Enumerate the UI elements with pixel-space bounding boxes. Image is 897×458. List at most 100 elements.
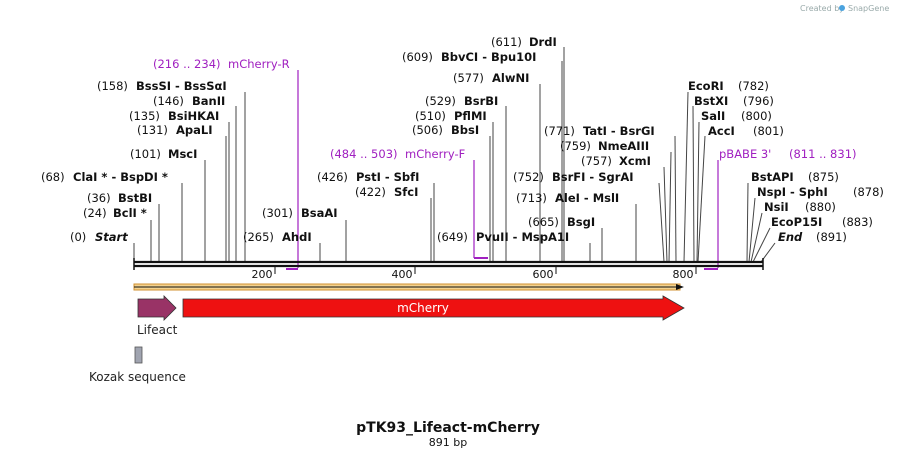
site-name-banii[interactable]: BanII xyxy=(192,94,225,108)
site-name-bbvci-bpu10i[interactable]: BbvCI - Bpu10I xyxy=(441,50,536,64)
site-name-bsaai[interactable]: BsaAI xyxy=(301,206,338,220)
site-name-alei-msli[interactable]: AleI - MslI xyxy=(555,191,619,205)
site-name-drdi[interactable]: DrdI xyxy=(529,35,557,49)
feature-lifeact-arrow[interactable] xyxy=(137,295,177,321)
primer-name-mcherry-f[interactable]: mCherry-F xyxy=(405,147,465,161)
site-pos-clai-bspdi: (68) xyxy=(41,170,65,184)
ruler-ticks xyxy=(274,266,697,274)
feature-mcherry-label: mCherry xyxy=(397,301,449,315)
snapgene-logo-icon xyxy=(839,5,845,11)
site-pos-bsrbi: (529) xyxy=(425,94,456,108)
site-name-nspi-sphi[interactable]: NspI - SphI xyxy=(757,185,828,199)
site-name-end[interactable]: End xyxy=(778,230,803,244)
site-pos-nspi-sphi: (878) xyxy=(853,185,884,199)
site-pos-ecori: (782) xyxy=(738,79,769,93)
leader-sali xyxy=(696,121,700,263)
site-name-alwni[interactable]: AlwNI xyxy=(492,71,529,85)
leader-nmeaiii xyxy=(668,151,672,263)
site-name-msci[interactable]: MscI xyxy=(168,147,197,161)
site-pos-bbsi: (506) xyxy=(412,123,443,137)
site-name-pflmi[interactable]: PflMI xyxy=(454,109,487,123)
ruler-label-400: 400 xyxy=(392,268,413,281)
site-name-apali[interactable]: ApaLI xyxy=(176,123,213,137)
site-pos-nsii: (880) xyxy=(805,200,836,214)
primer-name-pbabe-3[interactable]: pBABE 3' xyxy=(719,147,771,161)
credit-prefix: Created by xyxy=(800,4,844,13)
site-name-ahdi[interactable]: AhdI xyxy=(282,230,312,244)
site-pos-alei-msli: (713) xyxy=(516,191,547,205)
ruler-label-200: 200 xyxy=(252,268,273,281)
site-pos-ahdi: (265) xyxy=(243,230,274,244)
leader-bstxi xyxy=(692,105,695,263)
site-name-sali[interactable]: SalI xyxy=(701,109,725,123)
site-pos-bstxi: (796) xyxy=(743,94,774,108)
site-pos-msci: (101) xyxy=(130,147,161,161)
site-pos-ecop15i: (883) xyxy=(842,215,873,229)
site-pos-end: (891) xyxy=(816,230,847,244)
site-pos-bcli: (24) xyxy=(83,206,107,220)
site-name-bstbi[interactable]: BstBI xyxy=(118,191,152,205)
leader-nsii xyxy=(750,212,763,263)
leader-acci xyxy=(697,135,706,263)
site-name-bcli[interactable]: BclI * xyxy=(113,206,147,220)
feature-kozak-box[interactable] xyxy=(134,346,143,364)
site-name-bbsi[interactable]: BbsI xyxy=(451,123,479,137)
credit-brand: SnapGene xyxy=(848,4,889,13)
site-pos-bsaai: (301) xyxy=(262,206,293,220)
site-pos-sfci: (422) xyxy=(355,185,386,199)
site-name-bstapi[interactable]: BstAPI xyxy=(751,170,794,184)
site-name-ecop15i[interactable]: EcoP15I xyxy=(771,215,822,229)
site-pos-apali: (131) xyxy=(137,123,168,137)
site-pos-start: (0) xyxy=(70,230,86,244)
site-name-psti-sbfi[interactable]: PstI - SbfI xyxy=(356,170,419,184)
site-name-bsrfi-sgrai[interactable]: BsrFI - SgrAI xyxy=(552,170,634,184)
primer-range-pbabe-3[interactable]: (811 .. 831) xyxy=(789,147,857,161)
feature-kozak-label: Kozak sequence xyxy=(89,370,186,384)
site-pos-psti-sbfi: (426) xyxy=(317,170,348,184)
site-pos-xcmi: (757) xyxy=(581,154,612,168)
site-name-nsii[interactable]: NsiI xyxy=(764,200,789,214)
site-name-clai-bspdi[interactable]: ClaI * - BspDI * xyxy=(73,170,168,184)
restriction-site-labels: (0) Start (24) BclI *(36) BstBI (68) ClaI * - … xyxy=(41,35,884,244)
site-name-bsihkai[interactable]: BsiHKAI xyxy=(168,109,219,123)
site-pos-drdi: (611) xyxy=(491,35,522,49)
leader-ecori xyxy=(683,91,689,263)
leader-bstapi xyxy=(746,182,749,263)
site-name-nmeaiii[interactable]: NmeAIII xyxy=(598,139,649,153)
orf-arrow-icon xyxy=(676,284,684,290)
primer-range-mcherry-r[interactable]: (216 .. 234) xyxy=(153,57,221,71)
site-pos-bsihkai: (135) xyxy=(129,109,160,123)
site-name-bstxi[interactable]: BstXI xyxy=(694,94,728,108)
site-pos-bstapi: (875) xyxy=(808,170,839,184)
primer-name-mcherry-r[interactable]: mCherry-R xyxy=(228,57,290,71)
site-pos-bstbi: (36) xyxy=(87,191,111,205)
site-name-bsgi[interactable]: BsgI xyxy=(567,215,595,229)
primer-range-mcherry-f[interactable]: (484 .. 503) xyxy=(330,147,398,161)
site-pos-banii: (146) xyxy=(153,94,184,108)
site-name-acci[interactable]: AccI xyxy=(708,124,735,138)
site-pos-bsrfi-sgrai: (752) xyxy=(513,170,544,184)
map-length: 891 bp xyxy=(429,436,467,449)
leader-tati xyxy=(674,135,677,263)
leader-bsrfi xyxy=(658,182,665,263)
site-name-bsssi-bsss-i[interactable]: BssSI - BssSαI xyxy=(136,79,227,93)
ruler-label-600: 600 xyxy=(533,268,554,281)
leader-xcmi xyxy=(663,166,668,263)
site-name-ecori[interactable]: EcoRI xyxy=(688,79,724,93)
map-title: pTK93_Lifeact-mCherry xyxy=(356,420,540,436)
site-pos-alwni: (577) xyxy=(453,71,484,85)
site-pos-acci: (801) xyxy=(753,124,784,138)
primer-leader-lines xyxy=(297,70,719,268)
site-name-tati-bsrgi[interactable]: TatI - BsrGI xyxy=(583,124,655,138)
site-name-sfci[interactable]: SfcI xyxy=(394,185,418,199)
site-name-pvuii-mspa1i[interactable]: PvuII - MspA1I xyxy=(476,230,569,244)
site-name-xcmi[interactable]: XcmI xyxy=(619,154,651,168)
site-pos-bsgi: (665) xyxy=(528,215,559,229)
site-name-bsrbi[interactable]: BsrBI xyxy=(464,94,498,108)
site-name-start[interactable]: Start xyxy=(95,230,128,244)
leader-ecop15i xyxy=(752,227,771,263)
leader-nspi xyxy=(748,197,756,263)
site-pos-bbvci-bpu10i: (609) xyxy=(402,50,433,64)
feature-mcherry-arrow[interactable] xyxy=(182,295,685,321)
